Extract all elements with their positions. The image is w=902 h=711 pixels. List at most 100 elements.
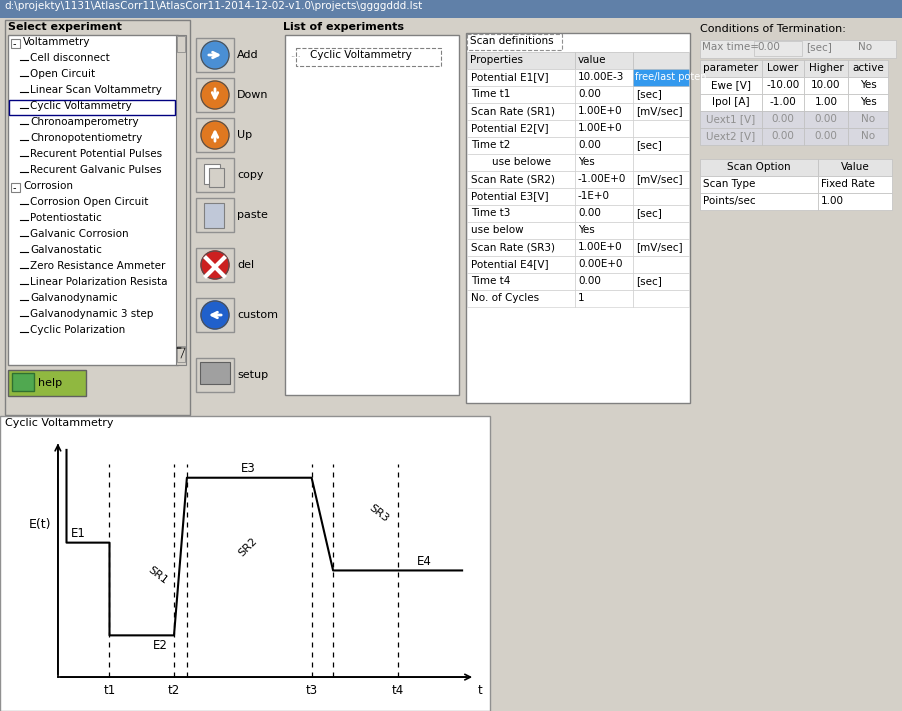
Text: Cyclic Voltammetry: Cyclic Voltammetry [30, 101, 132, 111]
Text: No: No [857, 42, 871, 52]
Bar [204, 164, 220, 184]
Text: 0.00: 0.00 [756, 42, 779, 52]
Text: -10.00: -10.00 [766, 80, 799, 90]
Bar [199, 362, 230, 384]
Bar [753, 41, 801, 56]
Bar [699, 193, 817, 210]
Text: use belowe: use belowe [492, 157, 550, 167]
Circle shape [201, 81, 229, 109]
Text: Potentiostatic: Potentiostatic [30, 213, 102, 223]
Text: List of experiments: List of experiments [282, 22, 403, 32]
Text: E2: E2 [152, 639, 167, 652]
Text: E3: E3 [241, 462, 255, 475]
Bar [177, 36, 185, 52]
Text: Scan Rate (SR3): Scan Rate (SR3) [471, 242, 555, 252]
Text: custom: custom [236, 310, 278, 320]
Text: Galvanostatic: Galvanostatic [30, 245, 102, 255]
Bar [699, 176, 817, 193]
Bar [575, 52, 632, 69]
Bar [632, 171, 688, 188]
Text: free/last poten: free/last poten [634, 72, 705, 82]
Text: t3: t3 [305, 684, 318, 697]
Bar [699, 60, 761, 77]
Text: 1.00E+0: 1.00E+0 [577, 123, 622, 133]
Text: Add: Add [236, 50, 258, 60]
Text: Voltammetry: Voltammetry [23, 37, 90, 47]
Bar [847, 77, 887, 94]
Text: -1.00E+0: -1.00E+0 [577, 174, 626, 184]
Text: No: No [860, 131, 874, 141]
Text: ....: .... [290, 50, 300, 59]
Bar [466, 239, 575, 256]
Bar [575, 137, 632, 154]
Bar [575, 222, 632, 239]
Text: Higher: Higher [807, 63, 842, 73]
Bar [176, 35, 186, 365]
Text: parameter: parameter [703, 63, 758, 73]
Bar [761, 128, 803, 145]
Text: setup: setup [236, 370, 268, 380]
Bar [8, 370, 86, 396]
Text: Ewe [V]: Ewe [V] [710, 80, 750, 90]
Bar [761, 77, 803, 94]
Text: [sec]: [sec] [635, 140, 661, 150]
Text: E4: E4 [417, 555, 431, 568]
Bar [803, 77, 847, 94]
Bar [11, 183, 20, 192]
Bar [575, 290, 632, 307]
Text: del: del [236, 260, 253, 270]
Bar [847, 94, 887, 111]
Text: Chronopotentiometry: Chronopotentiometry [30, 133, 143, 143]
Text: SR2: SR2 [236, 536, 259, 559]
Bar [575, 171, 632, 188]
Bar [466, 52, 575, 69]
Bar [196, 118, 234, 152]
Bar [847, 111, 887, 128]
Bar [196, 358, 234, 392]
Bar [699, 40, 895, 58]
Text: Time t4: Time t4 [471, 276, 510, 286]
Text: Cyclic Polarization: Cyclic Polarization [30, 325, 125, 335]
Bar [575, 188, 632, 205]
Bar [699, 128, 761, 145]
Text: Chronoamperometry: Chronoamperometry [30, 117, 139, 127]
Text: Cyclic Voltammetry: Cyclic Voltammetry [5, 418, 114, 428]
Bar [632, 69, 688, 86]
Text: value: value [577, 55, 606, 65]
Text: No. of Cycles: No. of Cycles [471, 293, 538, 303]
Text: Conditions of Termination:: Conditions of Termination: [699, 24, 845, 34]
Bar [803, 128, 847, 145]
Bar [0, 18, 902, 418]
Text: d:\projekty\1131\AtlasCorr11\AtlasCorr11-2014-12-02-v1.0\projects\ggggddd.lst: d:\projekty\1131\AtlasCorr11\AtlasCorr11… [4, 1, 422, 11]
Text: Yes: Yes [577, 225, 594, 235]
Bar [632, 137, 688, 154]
Text: Potential E1[V]: Potential E1[V] [471, 72, 548, 82]
Text: 0.00: 0.00 [577, 89, 600, 99]
Text: -: - [13, 183, 16, 193]
Bar [699, 77, 761, 94]
Text: Lower: Lower [767, 63, 797, 73]
Text: Scan Option: Scan Option [726, 162, 790, 172]
Text: active: active [851, 63, 883, 73]
Bar [575, 256, 632, 273]
Bar [466, 69, 575, 86]
Text: Open Circuit: Open Circuit [30, 69, 95, 79]
Bar [632, 52, 688, 69]
Text: 1.00: 1.00 [814, 97, 836, 107]
Text: SR1: SR1 [146, 565, 170, 587]
Text: Yes: Yes [577, 157, 594, 167]
Bar [761, 111, 803, 128]
Bar [196, 198, 234, 232]
Bar [575, 273, 632, 290]
Text: Yes: Yes [859, 97, 876, 107]
Bar [285, 35, 458, 395]
Bar [575, 205, 632, 222]
Text: 0.00: 0.00 [577, 208, 600, 218]
Text: E1: E1 [70, 527, 86, 540]
Bar [847, 60, 887, 77]
Bar [632, 273, 688, 290]
Circle shape [201, 41, 229, 69]
Bar [208, 168, 224, 187]
Bar [466, 290, 575, 307]
Bar [466, 273, 575, 290]
